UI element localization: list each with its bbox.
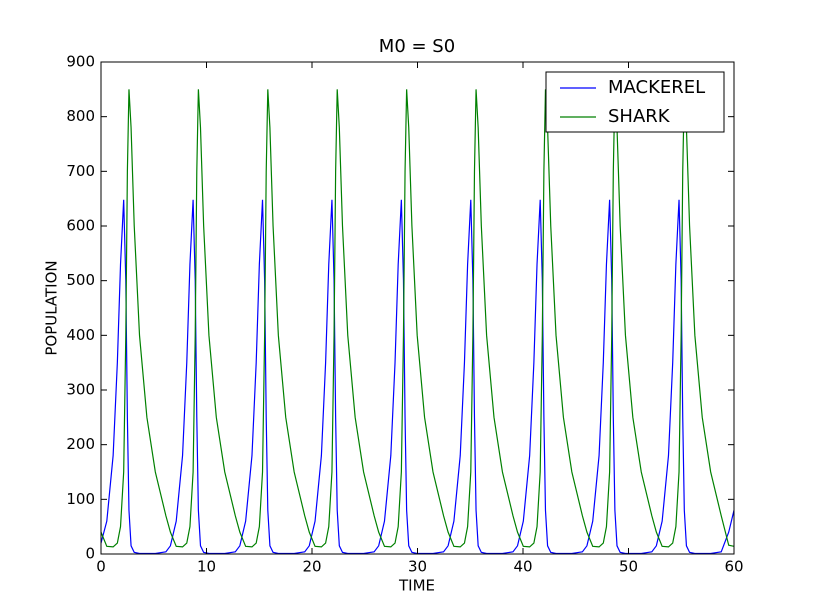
chart-title: M0 = S0 bbox=[379, 36, 455, 57]
x-tick-label: 50 bbox=[619, 558, 638, 576]
y-tick-label: 800 bbox=[66, 107, 95, 125]
legend-label: MACKEREL bbox=[608, 77, 705, 98]
y-tick-label: 300 bbox=[66, 381, 95, 399]
y-axis-label: POPULATION bbox=[43, 260, 61, 355]
y-tick-label: 0 bbox=[85, 545, 95, 563]
x-tick-label: 10 bbox=[197, 558, 216, 576]
y-tick-label: 100 bbox=[66, 490, 95, 508]
legend-label: SHARK bbox=[608, 106, 671, 127]
y-tick-label: 500 bbox=[66, 271, 95, 289]
y-tick-label: 900 bbox=[66, 53, 95, 71]
series-line bbox=[101, 199, 734, 554]
x-axis-label: TIME bbox=[398, 577, 435, 595]
x-tick-label: 40 bbox=[513, 558, 532, 576]
y-tick-label: 400 bbox=[66, 326, 95, 344]
y-tick-label: 700 bbox=[66, 162, 95, 180]
x-tick-label: 60 bbox=[724, 558, 743, 576]
x-tick-label: 20 bbox=[302, 558, 321, 576]
legend-box bbox=[545, 71, 725, 133]
y-tick-label: 600 bbox=[66, 217, 95, 235]
x-tick-label: 30 bbox=[408, 558, 427, 576]
y-tick-label: 200 bbox=[66, 435, 95, 453]
x-tick-label: 0 bbox=[96, 558, 106, 576]
